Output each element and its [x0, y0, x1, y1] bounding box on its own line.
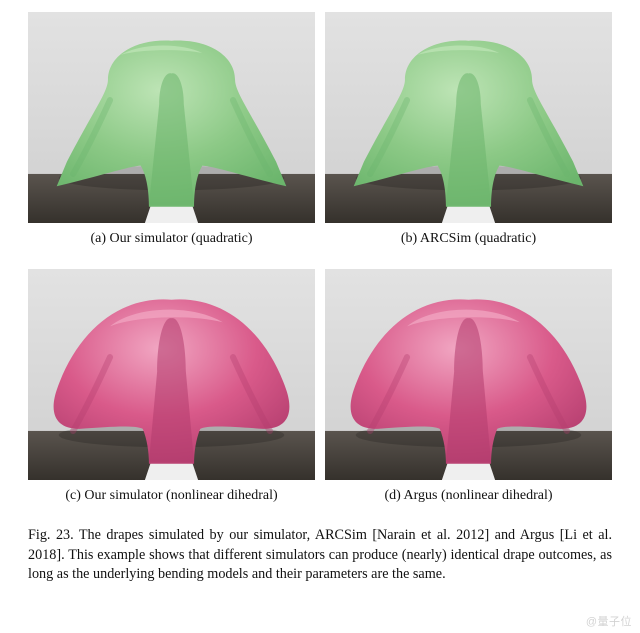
- sublabel-c: (c) Our simulator (nonlinear dihedral): [28, 488, 315, 504]
- figure-panel-d: [325, 269, 612, 480]
- figure-panel-b: [325, 12, 612, 223]
- sublabel-b: (b) ARCSim (quadratic): [325, 231, 612, 247]
- sublabel-a: (a) Our simulator (quadratic): [28, 231, 315, 247]
- watermark: @量子位: [586, 613, 632, 629]
- figure-caption: Fig. 23. The drapes simulated by our sim…: [28, 526, 612, 585]
- sublabel-d: (d) Argus (nonlinear dihedral): [325, 488, 612, 504]
- figure-panel-a: [28, 12, 315, 223]
- figure-grid: (a) Our simulator (quadratic) (b) ARCSim …: [28, 12, 612, 520]
- figure-panel-c: [28, 269, 315, 480]
